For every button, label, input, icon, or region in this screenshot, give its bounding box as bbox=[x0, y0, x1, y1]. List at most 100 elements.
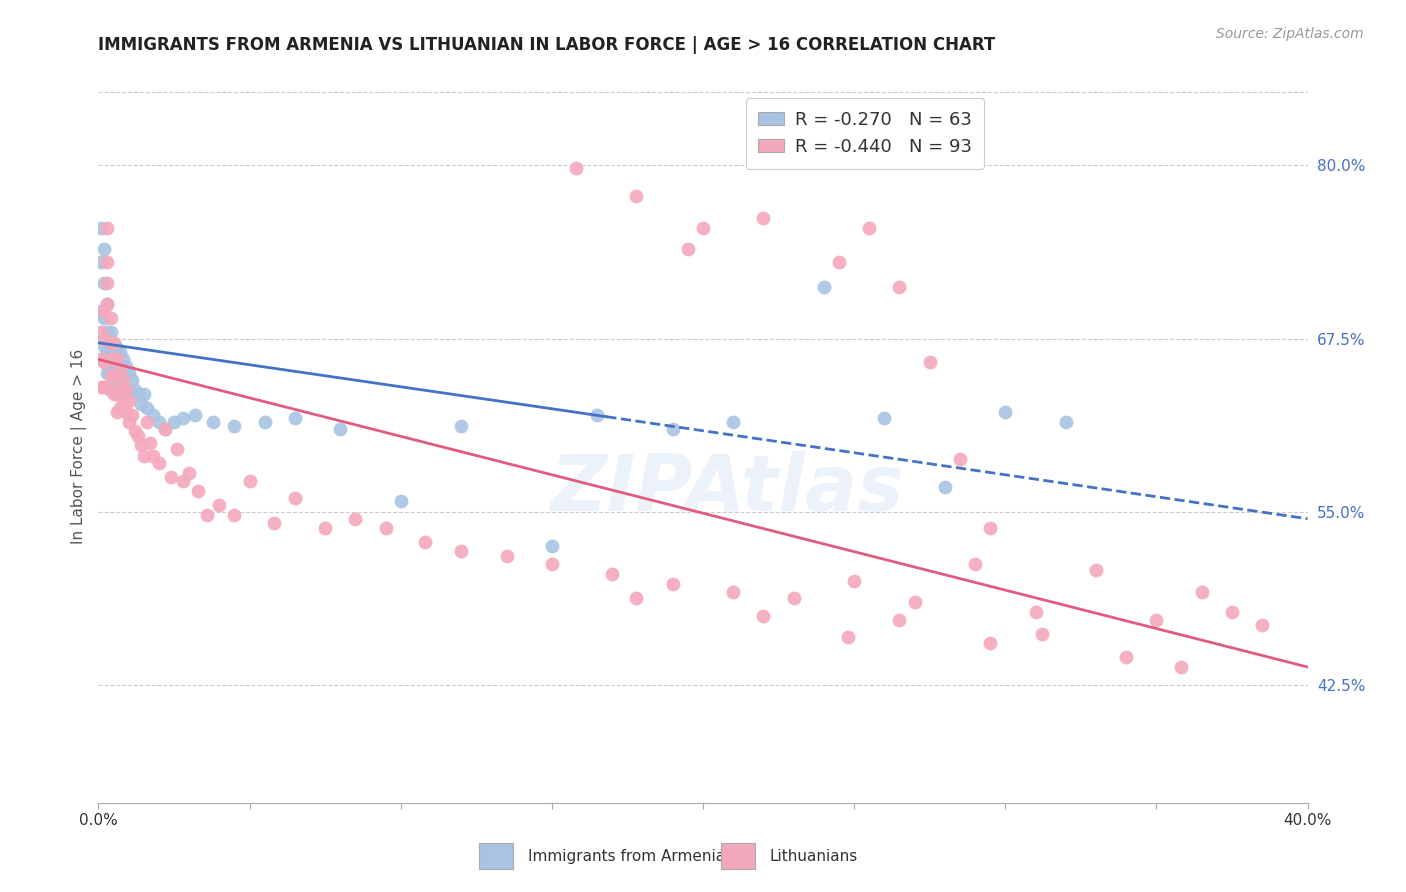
Point bbox=[626, 189, 648, 203]
Point bbox=[602, 567, 624, 582]
Point bbox=[844, 574, 866, 588]
Point bbox=[124, 425, 146, 439]
Point bbox=[783, 591, 806, 605]
Point bbox=[96, 325, 118, 339]
Point bbox=[1144, 613, 1167, 627]
Point bbox=[132, 387, 155, 401]
Point bbox=[100, 369, 122, 384]
Point bbox=[108, 366, 131, 380]
Point bbox=[284, 491, 307, 505]
Point bbox=[114, 359, 136, 374]
Point bbox=[626, 591, 648, 605]
Point bbox=[105, 341, 128, 355]
Point bbox=[118, 383, 141, 397]
Point bbox=[565, 161, 588, 176]
Point bbox=[96, 276, 118, 290]
Point bbox=[100, 341, 122, 355]
Point bbox=[100, 383, 122, 397]
Point bbox=[100, 325, 122, 339]
Point bbox=[224, 508, 246, 522]
Point bbox=[108, 380, 131, 394]
Point bbox=[1220, 605, 1243, 619]
Point bbox=[179, 466, 201, 480]
Point bbox=[965, 558, 987, 572]
Point bbox=[661, 577, 683, 591]
Point bbox=[111, 369, 134, 384]
Point bbox=[889, 613, 911, 627]
Point bbox=[135, 415, 157, 429]
Point bbox=[100, 352, 122, 367]
Point bbox=[1251, 618, 1274, 632]
Point bbox=[96, 220, 118, 235]
Point bbox=[284, 410, 307, 425]
Y-axis label: In Labor Force | Age > 16: In Labor Force | Age > 16 bbox=[72, 349, 87, 543]
Point bbox=[103, 387, 125, 401]
Point bbox=[949, 452, 972, 467]
Point bbox=[889, 280, 911, 294]
Point bbox=[96, 297, 118, 311]
Point bbox=[103, 345, 125, 359]
Point bbox=[1031, 626, 1053, 640]
Point bbox=[111, 352, 134, 367]
Point bbox=[153, 422, 176, 436]
Point bbox=[374, 521, 396, 535]
Point bbox=[108, 363, 131, 377]
FancyBboxPatch shape bbox=[479, 844, 513, 869]
Point bbox=[96, 255, 118, 269]
Point bbox=[389, 493, 412, 508]
Point bbox=[103, 352, 125, 367]
Point bbox=[105, 369, 128, 384]
Point bbox=[100, 366, 122, 380]
Point bbox=[661, 422, 683, 436]
Point bbox=[100, 352, 122, 367]
Point bbox=[142, 450, 165, 464]
Point bbox=[450, 543, 472, 558]
Point bbox=[93, 338, 115, 352]
Point bbox=[90, 380, 112, 394]
Point bbox=[90, 352, 112, 367]
Point bbox=[124, 383, 146, 397]
Point bbox=[93, 355, 115, 369]
Point bbox=[103, 369, 125, 384]
Point bbox=[100, 310, 122, 325]
Point bbox=[1191, 585, 1213, 599]
Point bbox=[93, 276, 115, 290]
Point bbox=[139, 435, 162, 450]
Point bbox=[142, 408, 165, 422]
Text: Source: ZipAtlas.com: Source: ZipAtlas.com bbox=[1216, 27, 1364, 41]
Point bbox=[100, 335, 122, 350]
Point bbox=[692, 220, 714, 235]
Point bbox=[918, 355, 941, 369]
Point bbox=[172, 475, 194, 489]
Point bbox=[253, 415, 276, 429]
Point bbox=[93, 242, 115, 256]
Point bbox=[93, 310, 115, 325]
Point bbox=[723, 585, 745, 599]
Point bbox=[90, 220, 112, 235]
Legend: R = -0.270   N = 63, R = -0.440   N = 93: R = -0.270 N = 63, R = -0.440 N = 93 bbox=[745, 98, 984, 169]
Point bbox=[100, 383, 122, 397]
Point bbox=[121, 373, 143, 387]
Point bbox=[904, 595, 927, 609]
Point bbox=[540, 558, 562, 572]
Point bbox=[127, 428, 149, 442]
Point bbox=[90, 255, 112, 269]
Point bbox=[108, 383, 131, 397]
Point bbox=[103, 335, 125, 350]
Point bbox=[994, 405, 1017, 419]
Point bbox=[263, 516, 285, 530]
Point bbox=[329, 422, 352, 436]
Point bbox=[105, 352, 128, 367]
Text: ZIPAtlas: ZIPAtlas bbox=[550, 450, 904, 527]
Point bbox=[979, 521, 1001, 535]
Point bbox=[114, 380, 136, 394]
Point bbox=[828, 255, 851, 269]
Point bbox=[153, 422, 176, 436]
Point bbox=[837, 630, 859, 644]
Point bbox=[121, 408, 143, 422]
Point bbox=[114, 383, 136, 397]
Point bbox=[148, 456, 170, 470]
Point bbox=[752, 211, 775, 225]
Point bbox=[195, 508, 218, 522]
Point bbox=[1054, 415, 1077, 429]
